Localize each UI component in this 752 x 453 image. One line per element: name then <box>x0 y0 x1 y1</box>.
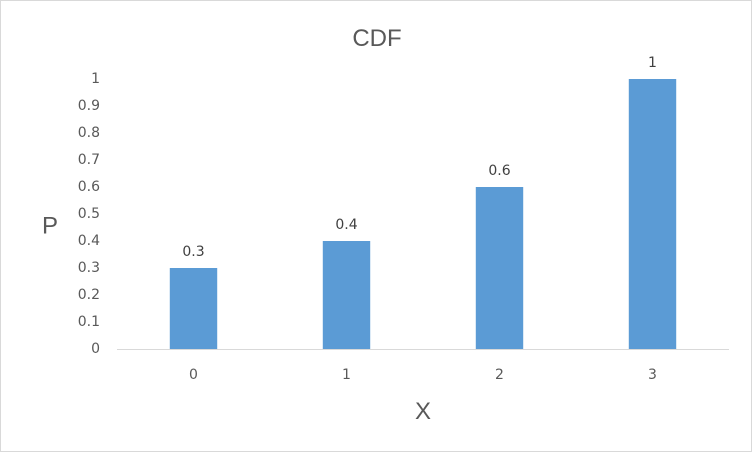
x-tick-label: 3 <box>648 367 657 383</box>
bars-group <box>169 79 677 349</box>
data-label: 1 <box>648 55 657 71</box>
y-axis-title: P <box>42 212 58 239</box>
y-tick-label: 1 <box>91 71 100 87</box>
x-tick-label: 0 <box>189 367 198 383</box>
y-tick-label: 0 <box>91 341 100 357</box>
x-axis-title: X <box>415 398 431 425</box>
data-label: 0.6 <box>488 163 510 179</box>
chart-title: CDF <box>352 25 401 52</box>
y-tick-label: 0.8 <box>78 125 100 141</box>
bar-1 <box>322 241 371 349</box>
y-tick-label: 0.1 <box>78 314 100 330</box>
y-tick-label: 0.5 <box>78 206 100 222</box>
data-labels-group: 0.3 0.4 0.6 1 <box>182 55 657 260</box>
bar-0 <box>169 268 218 349</box>
x-tick-label: 1 <box>342 367 351 383</box>
bar-2 <box>475 187 524 349</box>
y-tick-label: 0.4 <box>78 233 100 249</box>
y-tick-label: 0.6 <box>78 179 100 195</box>
y-tick-label: 0.3 <box>78 260 100 276</box>
data-label: 0.3 <box>182 244 204 260</box>
y-tick-label: 0.7 <box>78 152 100 168</box>
x-tick-label: 2 <box>495 367 504 383</box>
bar-3 <box>628 79 677 349</box>
x-axis-ticks: 0 1 2 3 <box>189 367 657 383</box>
y-axis-ticks: 0 0.1 0.2 0.3 0.4 0.5 0.6 0.7 0.8 0.9 1 <box>78 71 100 357</box>
y-tick-label: 0.9 <box>78 98 100 114</box>
data-label: 0.4 <box>335 217 357 233</box>
y-tick-label: 0.2 <box>78 287 100 303</box>
